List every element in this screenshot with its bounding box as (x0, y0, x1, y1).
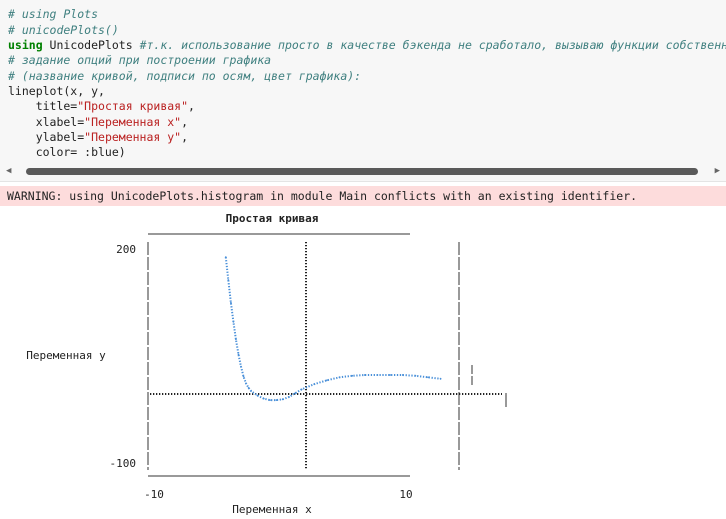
code-line-6: lineplot(x, y, (8, 84, 105, 98)
curve-point (300, 388, 303, 391)
curve-point (313, 383, 316, 385)
code-arg-key: title= (8, 99, 78, 113)
curve-point (281, 398, 284, 401)
x-tick-right: 10 (399, 488, 412, 501)
curve-point (275, 399, 278, 401)
curve-point (256, 394, 259, 397)
curve-point (294, 392, 297, 395)
scroll-right-icon[interactable]: ▶ (714, 166, 720, 176)
curve-point (269, 399, 271, 401)
curve-point (414, 374, 417, 377)
code-line-3: using UnicodePlots #т.к. использование п… (8, 38, 726, 53)
curve-point (262, 397, 265, 400)
curve-point (224, 256, 227, 259)
code-comment: # using Plots (8, 7, 99, 21)
code-comment: # unicodePlots() (8, 23, 119, 37)
horizontal-scrollbar[interactable]: ◀ ▶ (0, 164, 726, 178)
code-comment: # задание опций при построении графика (8, 53, 272, 67)
curve-point (230, 301, 232, 304)
scrollbar-thumb[interactable] (26, 168, 698, 175)
curve-point (427, 376, 429, 379)
code-punct: , (188, 99, 195, 113)
code-line-10: color= :blue) (8, 145, 126, 159)
code-line-9: ylabel="Переменная y", (8, 130, 188, 145)
code-arg-key: xlabel= (8, 115, 85, 129)
warning-output: WARNING: using UnicodePlots.histogram in… (0, 186, 726, 206)
curve-line-0 (224, 257, 441, 402)
curve-point (237, 353, 240, 356)
curve-point (240, 365, 242, 368)
x-tick-left: -10 (144, 488, 164, 501)
code-line-7: title="Простая кривая", (8, 99, 195, 114)
curve-point (235, 338, 237, 341)
curve-point (250, 390, 253, 392)
code-punct: , (181, 115, 189, 129)
code-string: "Простая кривая" (77, 99, 189, 113)
code-punct: , (181, 130, 189, 144)
curve-series (224, 256, 442, 402)
code-string: "Переменная y" (84, 130, 182, 144)
code-comment: # (название кривой, подписи по осям, цве… (8, 69, 362, 83)
code-string: "Переменная x" (84, 115, 182, 129)
chart-title: Простая кривая (226, 212, 319, 225)
x-axis-label: Переменная x (232, 503, 312, 516)
code-cell[interactable]: # using Plots # unicodePlots() using Uni… (0, 0, 726, 182)
curve-point (338, 376, 341, 379)
y-axis-label: Переменная y (26, 349, 106, 362)
curve-point (227, 279, 230, 281)
code-line-4: # задание опций при построении графика (8, 53, 271, 68)
curve-point (401, 374, 404, 376)
warning-text: WARNING: using UnicodePlots.histogram in… (7, 189, 638, 203)
code-line-2: # unicodePlots() (8, 23, 119, 38)
curve-point (351, 374, 354, 377)
curve-point (376, 374, 379, 376)
y-tick-bottom: -100 (110, 457, 137, 470)
code-keyword: using (8, 38, 43, 52)
curve-point (363, 374, 366, 376)
code-line-5: # (название кривой, подписи по осям, цве… (8, 69, 361, 84)
scroll-left-icon[interactable]: ◀ (6, 166, 12, 176)
code-line-1: # using Plots (8, 7, 98, 22)
curve-point (389, 374, 391, 376)
curve-point (326, 379, 328, 382)
curve-point (232, 320, 235, 323)
code-comment: #т.к. использование просто в качестве бэ… (139, 38, 726, 52)
curve-point (242, 375, 245, 378)
curve-point (247, 387, 250, 389)
curve-point (245, 382, 247, 385)
curve-point (439, 377, 442, 380)
code-module-name: UnicodePlots (42, 38, 140, 52)
plot-output: Простая кривая 200 -100 -10 10 Переменна… (26, 212, 507, 516)
code-line-8: xlabel="Переменная x", (8, 115, 188, 130)
code-arg-key: ylabel= (8, 130, 85, 144)
curve-point (288, 396, 290, 398)
y-tick-top: 200 (116, 243, 136, 256)
